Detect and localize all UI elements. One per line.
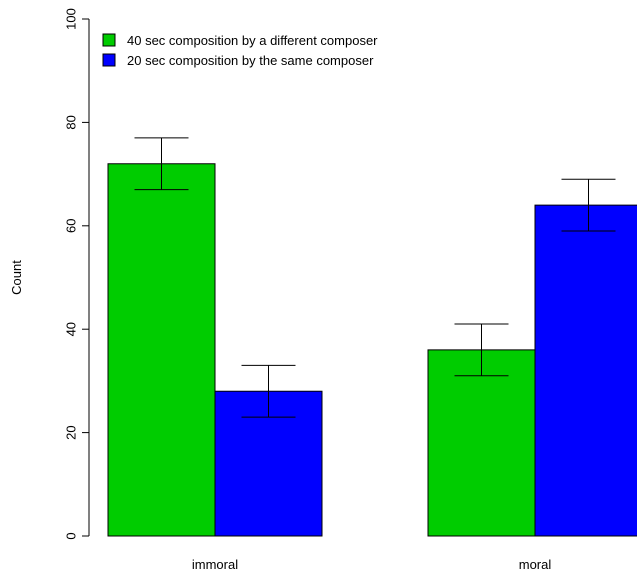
legend-swatch-2: [102, 53, 116, 67]
y-axis-title: Count: [9, 260, 24, 295]
legend-swatch-1: [102, 33, 116, 47]
legend-label-1: 40 sec composition by a different compos…: [127, 33, 378, 48]
bar-moral-series-1: [427, 349, 536, 537]
legend: 40 sec composition by a different compos…: [102, 33, 378, 68]
x-label-immoral: immoral: [192, 557, 238, 572]
bar-immoral-series-1: [107, 163, 216, 537]
y-tick-label: 100: [63, 8, 78, 30]
bars: [107, 163, 637, 537]
y-tick-label: 0: [63, 532, 78, 539]
x-axis-labels: immoral moral: [192, 557, 551, 572]
x-label-moral: moral: [519, 557, 552, 572]
error-bars: [134, 137, 616, 418]
y-axis: 0 20 40 60 80 100: [63, 8, 90, 540]
y-tick-label: 20: [63, 425, 78, 439]
y-tick-label: 80: [63, 115, 78, 129]
bar-moral-series-2: [534, 204, 637, 537]
y-tick-label: 60: [63, 219, 78, 233]
legend-label-2: 20 sec composition by the same composer: [127, 53, 374, 68]
y-tick-label: 40: [63, 322, 78, 336]
